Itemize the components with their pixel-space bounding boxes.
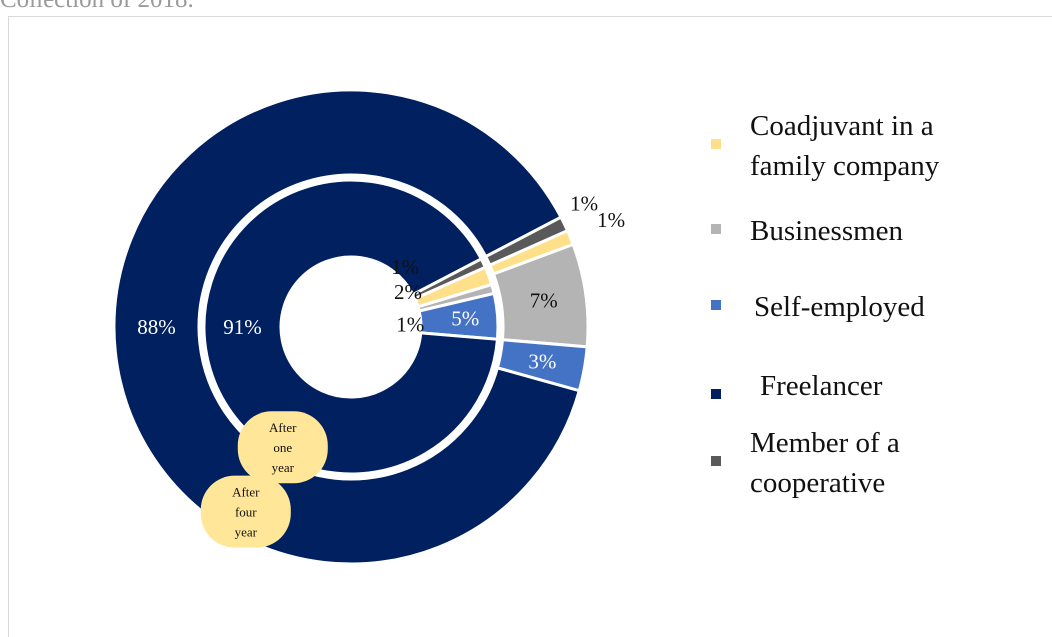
data-label-after-four-year-businessmen: 7%: [530, 289, 558, 313]
data-label-after-one-year-self-employed: 5%: [451, 307, 479, 331]
legend-swatch: [711, 139, 721, 149]
legend-item-freelancer: Freelancer: [711, 370, 883, 402]
legend-swatch: [711, 456, 721, 466]
data-label-after-one-year-businessmen: 1%: [396, 312, 424, 336]
data-label-after-one-year-coadjuvant-in-a-family-company: 2%: [394, 280, 422, 304]
legend-item-member-of-a-cooperative: Member of a cooperative: [711, 427, 900, 499]
legend-label: Freelancer: [760, 370, 883, 402]
series-tag-after-four-year: After four year: [200, 475, 291, 548]
legend-label: cooperative: [750, 467, 885, 499]
series-tag-text: four: [235, 505, 257, 520]
legend-label: Self-employed: [754, 291, 925, 323]
legend-label: Businessmen: [750, 215, 904, 247]
series-tag-bubble: [237, 411, 328, 484]
series-tag-text: After: [232, 485, 260, 500]
chart-frame: [8, 16, 1052, 637]
data-label-after-four-year-self-employed: 3%: [528, 349, 556, 373]
chart-caption: Collection of 2018.: [0, 0, 194, 14]
series-tag-after-one-year: After one year: [237, 411, 328, 484]
legend-item-coadjuvant-in-a-family-company: Coadjuvant in a family company: [711, 110, 940, 182]
data-label-after-one-year-member-of-a-cooperative: 1%: [391, 255, 419, 279]
series-tag-text: one: [273, 440, 292, 455]
slice-after-one-year-freelancer: [202, 178, 500, 476]
legend-label: family company: [750, 150, 940, 182]
slice-after-four-year-member-of-a-cooperative: [483, 215, 570, 268]
donut-chart: 2%1% 5%91%1%1%7%3%88%1%AfteroneyearAfterf…: [112, 88, 940, 566]
legend-swatch: [711, 389, 721, 399]
series-tag-text: year: [272, 460, 295, 475]
data-label-after-four-year-freelancer: 88%: [137, 315, 176, 339]
series-tag-text: year: [235, 525, 258, 540]
data-label-after-one-year-freelancer: 91%: [223, 315, 262, 339]
slice-after-one-year-member-of-a-cooperative: [411, 256, 488, 301]
legend-label: Member of a: [750, 427, 900, 459]
data-label-after-four-year-coadjuvant-in-a-family-company: 1%: [597, 208, 625, 232]
legend-item-self-employed: Self-employed: [711, 291, 925, 323]
legend-label: Coadjuvant in a: [750, 110, 934, 142]
series-tag-text: After: [269, 420, 297, 435]
legend-item-businessmen: Businessmen: [711, 215, 904, 247]
legend-swatch: [711, 300, 721, 310]
legend-swatch: [711, 224, 721, 234]
data-label-after-four-year-member-of-a-cooperative: 1%: [570, 191, 598, 215]
series-tag-bubble: [200, 475, 291, 548]
